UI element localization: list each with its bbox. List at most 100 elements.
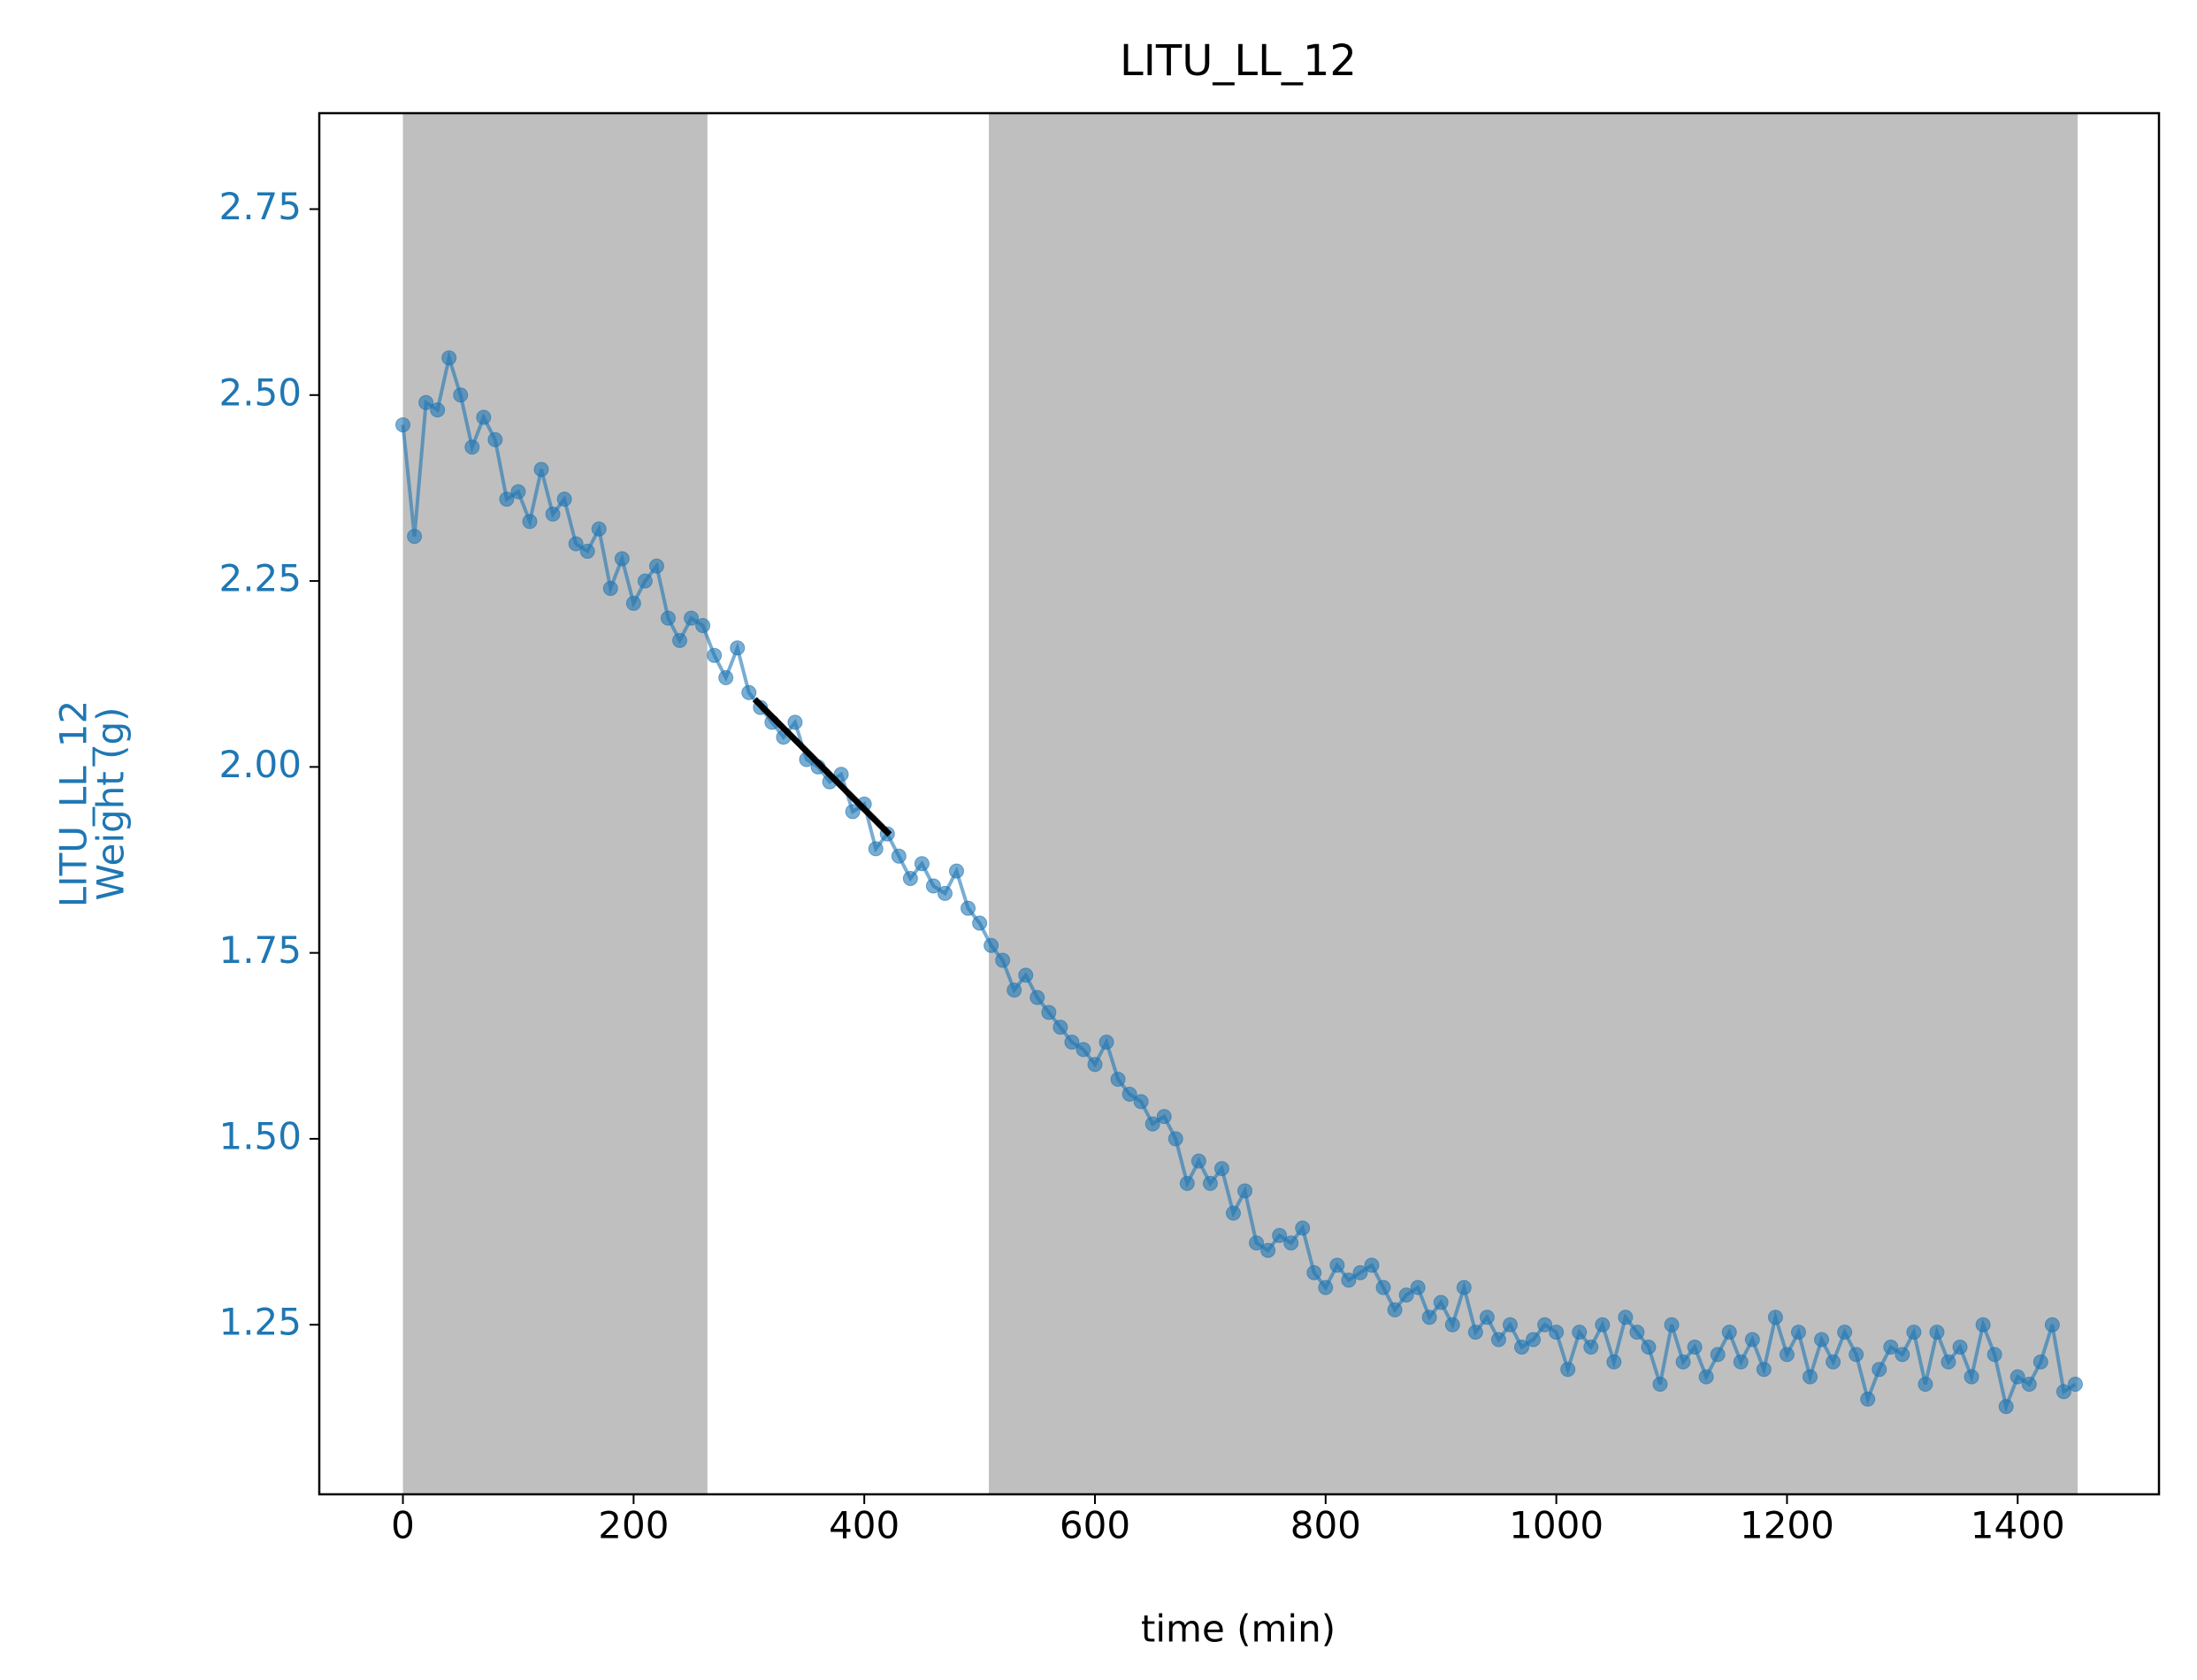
data-point <box>1895 1347 1910 1363</box>
data-point <box>487 431 503 447</box>
data-point <box>1767 1310 1783 1325</box>
data-point <box>1918 1377 1933 1393</box>
data-point <box>1652 1377 1668 1393</box>
data-point <box>937 885 953 901</box>
x-tick-label: 800 <box>1290 1504 1361 1547</box>
data-point <box>395 416 411 432</box>
data-point <box>591 521 607 537</box>
data-point <box>407 529 423 545</box>
data-point <box>1526 1332 1542 1348</box>
y-axis-label: Weight (g) <box>89 706 133 900</box>
data-point <box>625 595 641 611</box>
data-point <box>1110 1072 1126 1088</box>
y-tick-label: 2.75 <box>218 185 302 228</box>
data-point <box>2021 1377 2037 1393</box>
data-point <box>1213 1161 1229 1177</box>
data-point <box>430 402 446 418</box>
data-point <box>672 632 688 648</box>
data-point <box>1964 1369 1979 1385</box>
data-point <box>1133 1094 1149 1110</box>
data-point <box>1675 1354 1691 1370</box>
data-point <box>1687 1339 1703 1355</box>
data-point <box>1998 1399 2014 1415</box>
data-point <box>1041 1004 1057 1020</box>
y-tick-label: 1.50 <box>218 1114 302 1157</box>
data-point <box>1698 1369 1714 1385</box>
data-point <box>1986 1347 2002 1363</box>
data-point <box>1537 1317 1553 1333</box>
data-point <box>868 841 884 857</box>
data-point <box>1018 967 1034 983</box>
data-point <box>1306 1264 1322 1280</box>
data-point <box>1433 1294 1449 1310</box>
data-point <box>556 492 572 508</box>
data-point <box>1225 1205 1241 1221</box>
data-point <box>1007 982 1022 998</box>
data-point <box>1295 1220 1311 1236</box>
data-point <box>1814 1332 1830 1348</box>
data-point <box>1179 1175 1195 1191</box>
data-point <box>1664 1317 1680 1333</box>
fit-line <box>752 697 892 837</box>
data-point <box>1710 1347 1726 1363</box>
data-point <box>660 610 676 626</box>
data-point <box>1549 1325 1565 1340</box>
data-point <box>1352 1264 1368 1280</box>
data-point <box>464 439 480 455</box>
data-point <box>1375 1279 1391 1295</box>
data-point <box>1237 1183 1253 1199</box>
data-point <box>1190 1153 1206 1169</box>
data-point <box>1826 1354 1841 1370</box>
data-point <box>1272 1227 1288 1243</box>
data-point <box>522 514 538 530</box>
data-point <box>914 856 930 872</box>
data-point <box>1606 1354 1622 1370</box>
data-point <box>568 536 584 552</box>
data-point <box>1941 1354 1956 1370</box>
y-tick-label: 1.75 <box>218 928 302 972</box>
data-point <box>1872 1362 1887 1378</box>
data-point <box>1583 1339 1599 1355</box>
data-point <box>1156 1109 1172 1125</box>
data-point <box>2009 1369 2025 1385</box>
data-point <box>533 462 549 477</box>
data-point <box>2032 1354 2048 1370</box>
data-point <box>441 350 457 366</box>
data-point <box>1121 1086 1137 1102</box>
data-point <box>1260 1242 1276 1258</box>
data-point <box>1490 1332 1506 1348</box>
y-axis-label: LITU_LL_12 <box>52 700 96 907</box>
data-point <box>995 952 1011 968</box>
data-point <box>1572 1325 1588 1340</box>
data-point <box>1341 1272 1357 1288</box>
data-point <box>925 878 941 894</box>
data-point <box>1595 1317 1611 1333</box>
data-point <box>648 558 664 574</box>
data-point <box>891 848 907 864</box>
data-point <box>453 387 469 403</box>
data-point <box>1513 1339 1529 1355</box>
shaded-span <box>989 113 2078 1494</box>
data-point <box>1502 1317 1518 1333</box>
data-point <box>510 484 526 500</box>
y-tick-label: 2.50 <box>218 370 302 414</box>
data-point <box>1618 1310 1634 1325</box>
data-point <box>1803 1369 1818 1385</box>
data-point <box>579 543 595 559</box>
data-point <box>833 767 849 783</box>
data-point <box>1249 1235 1265 1251</box>
data-point <box>499 492 515 508</box>
data-point <box>845 804 861 820</box>
data-point <box>1560 1362 1576 1378</box>
data-point <box>1629 1325 1645 1340</box>
data-point <box>1421 1310 1437 1325</box>
x-tick-label: 1400 <box>1971 1504 2065 1547</box>
data-point <box>1364 1257 1380 1273</box>
data-point <box>1202 1175 1218 1191</box>
data-point <box>1860 1391 1876 1407</box>
data-point <box>476 409 492 425</box>
data-point <box>1329 1257 1345 1273</box>
data-point <box>972 915 988 931</box>
data-point <box>684 610 700 626</box>
plot-frame <box>318 111 2161 1496</box>
